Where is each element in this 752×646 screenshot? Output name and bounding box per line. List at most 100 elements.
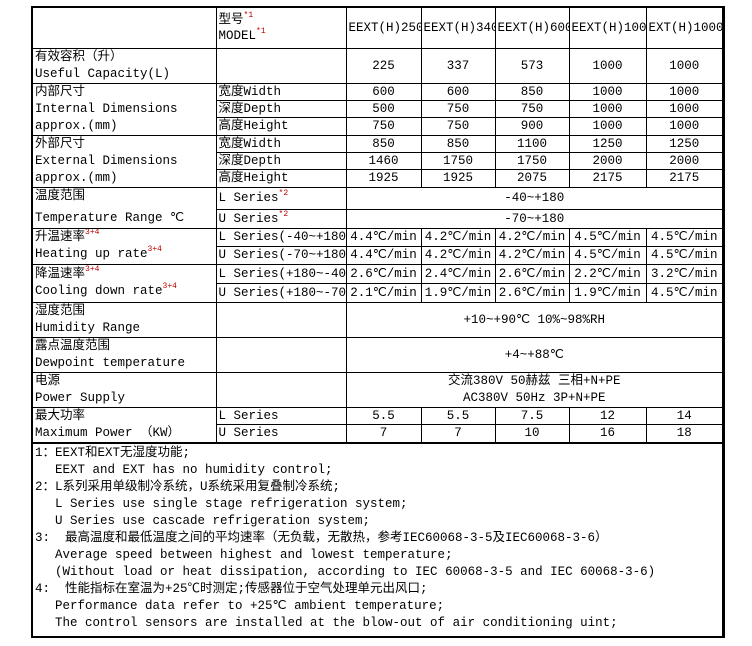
label-line: 降温速率3+4 xyxy=(35,265,100,282)
value-cell: 1000 xyxy=(568,83,647,101)
external-label: 外部尺寸 External Dimensions approx.(mm) xyxy=(33,134,217,188)
value-cell: 1750 xyxy=(420,151,496,171)
model-header: EEXT(H)1000 xyxy=(568,8,647,49)
dewpoint-label: 露点温度范围 Dewpoint temperature xyxy=(33,336,217,373)
cooling-row: U Series(+180~-70) 2.1℃/min 1.9℃/min 2.6℃/m… xyxy=(33,282,722,303)
value-cell: 1925 xyxy=(420,169,496,188)
value-cell: 交流380V 50赫兹 三相+N+PE AC380V 50Hz 3P+N+PE xyxy=(345,371,722,408)
row-label: 高度Height xyxy=(216,117,347,136)
header-blank xyxy=(33,8,217,49)
heating-row: 升温速率3+4 Heating up rate3+4 L Series(-40~+1… xyxy=(33,228,722,265)
value-cell: 750 xyxy=(420,117,496,136)
value-cell: 18 xyxy=(645,424,722,443)
label-line: Maximum Power （KW） xyxy=(35,425,181,440)
footnotes: 1：EEXT和EXT无湿度功能; EEXT and EXT has no humi… xyxy=(33,442,722,636)
internal-row: 高度Height 750 750 900 1000 1000 xyxy=(33,117,722,136)
model-header: EEXT(H)250 xyxy=(345,8,422,49)
footnote-line: EEXT and EXT has no humidity control; xyxy=(55,462,333,477)
value-cell: 4.5℃/min xyxy=(645,245,722,265)
model-header: EEXT(H)340 xyxy=(420,8,496,49)
model-label-cn: 型号 xyxy=(218,12,244,27)
row-label: 高度Height xyxy=(216,169,347,188)
value-cell: 2000 xyxy=(568,151,647,171)
value-cell: 5.5 xyxy=(345,407,422,425)
footnote-ref: 3+4 xyxy=(85,265,100,274)
value-cell: 1100 xyxy=(494,134,570,153)
value-cell: 2.6℃/min xyxy=(345,263,422,284)
row-label: 宽度Width xyxy=(215,83,347,101)
row-label: L Series xyxy=(215,407,347,425)
row-label: 深度Depth xyxy=(216,99,347,119)
label-line: 外部尺寸 xyxy=(35,136,86,151)
footnote-ref: 3+4 xyxy=(85,228,100,237)
value-cell: 7.5 xyxy=(494,407,570,425)
value-cell: 2075 xyxy=(494,169,570,188)
value-cell: 2.6℃/min xyxy=(494,282,570,303)
value-cell: 850 xyxy=(420,134,496,153)
internal-label: 内部尺寸 Internal Dimensions approx.(mm) xyxy=(33,83,217,136)
temp-range-row: U Series*2 -70~+180 xyxy=(33,208,722,229)
model-label: 型号*1 MODEL*1 xyxy=(215,8,347,49)
value-cell: 573 xyxy=(494,47,570,84)
footnote-ref: 3+4 xyxy=(162,282,177,291)
value-cell: 1250 xyxy=(568,134,647,153)
external-row: 外部尺寸 External Dimensions approx.(mm) 宽度Widt… xyxy=(33,134,722,188)
value-cell: 4.2℃/min xyxy=(494,245,570,265)
value-cell: 2.4℃/min xyxy=(420,263,496,284)
value-cell: 1000 xyxy=(568,47,647,84)
heating-label: 升温速率3+4 Heating up rate3+4 xyxy=(33,228,217,265)
value-cell: 1250 xyxy=(645,134,722,153)
value-cell: 337 xyxy=(420,47,496,84)
value-cell: 2000 xyxy=(645,151,722,171)
value-cell: 14 xyxy=(645,407,722,425)
footnote-line: Average speed between highest and lowest… xyxy=(55,547,453,562)
temp-range-row: 温度范围 Temperature Range ℃ L Series*2 -40~+… xyxy=(33,187,722,229)
row-label: L Series(-40~+180) xyxy=(215,228,347,247)
value-cell: 3.2℃/min xyxy=(645,263,722,284)
value-cell: 2.2℃/min xyxy=(568,263,647,284)
value-cell: 1000 xyxy=(568,117,647,136)
label-line: approx.(mm) xyxy=(35,170,118,185)
footnote-line: Performance data refer to +25℃ ambient t… xyxy=(55,598,445,613)
value-cell: 4.4℃/min xyxy=(345,245,422,265)
footnote-line: 1：EEXT和EXT无湿度功能; xyxy=(35,445,191,460)
value-cell: 225 xyxy=(345,47,422,84)
value-cell: 1000 xyxy=(645,99,722,119)
value-cell: 2.6℃/min xyxy=(494,263,570,284)
value-cell: 4.5℃/min xyxy=(568,228,647,247)
temp-range-label: 温度范围 Temperature Range ℃ xyxy=(33,187,217,229)
capacity-label: 有效容积（升） Useful Capacity(L) xyxy=(33,47,217,84)
label-line: 升温速率3+4 xyxy=(35,228,100,245)
footnote-ref: 3+4 xyxy=(147,245,162,254)
row-label: 宽度Width xyxy=(215,134,347,153)
value-cell: -70~+180 xyxy=(345,208,722,229)
max_power-row: 最大功率 Maximum Power （KW） L Series 5.5 5.5 7.5 1… xyxy=(33,407,722,443)
humidity-row: 湿度范围 Humidity Range +10~+90℃ 10%~98%RH xyxy=(33,302,722,338)
footnote-ref: *1 xyxy=(243,10,254,20)
value-cell: 1925 xyxy=(345,169,422,188)
value-cell: 850 xyxy=(345,134,422,153)
value-cell: 1000 xyxy=(645,47,722,84)
cooling-row: 降温速率3+4 Cooling down rate3+4 L Series(+180… xyxy=(33,263,722,303)
series-label: U Series*2 xyxy=(216,208,347,229)
row-label: 深度Depth xyxy=(216,151,347,171)
value-cell: 750 xyxy=(420,99,496,119)
value-cell: 4.5℃/min xyxy=(568,245,647,265)
value-cell: 4.5℃/min xyxy=(645,282,722,303)
power-supply-row: 电源 Power Supply 交流380V 50赫兹 三相+N+PE AC380V… xyxy=(33,371,722,408)
value-cell: 12 xyxy=(568,407,647,425)
footnote-line: (Without load or heat dissipation, accor… xyxy=(55,564,656,579)
external-row: 高度Height 1925 1925 2075 2175 2175 xyxy=(33,169,722,188)
value-cell: 1000 xyxy=(568,99,647,119)
value-cell: 1.9℃/min xyxy=(568,282,647,303)
label-line: Cooling down rate3+4 xyxy=(35,282,177,299)
dewpoint-row: 露点温度范围 Dewpoint temperature +4~+88℃ xyxy=(33,336,722,373)
value-cell: 500 xyxy=(345,99,422,119)
value-cell: 1000 xyxy=(645,117,722,136)
capacity-row: 有效容积（升） Useful Capacity(L) 225 337 573 10… xyxy=(33,47,722,84)
value-cell: 16 xyxy=(568,424,647,443)
value-cell: 4.5℃/min xyxy=(645,228,722,247)
value-cell: -40~+180 xyxy=(345,187,722,210)
row-label: U Series(-70~+180) xyxy=(216,245,347,265)
value-cell: 1750 xyxy=(494,151,570,171)
